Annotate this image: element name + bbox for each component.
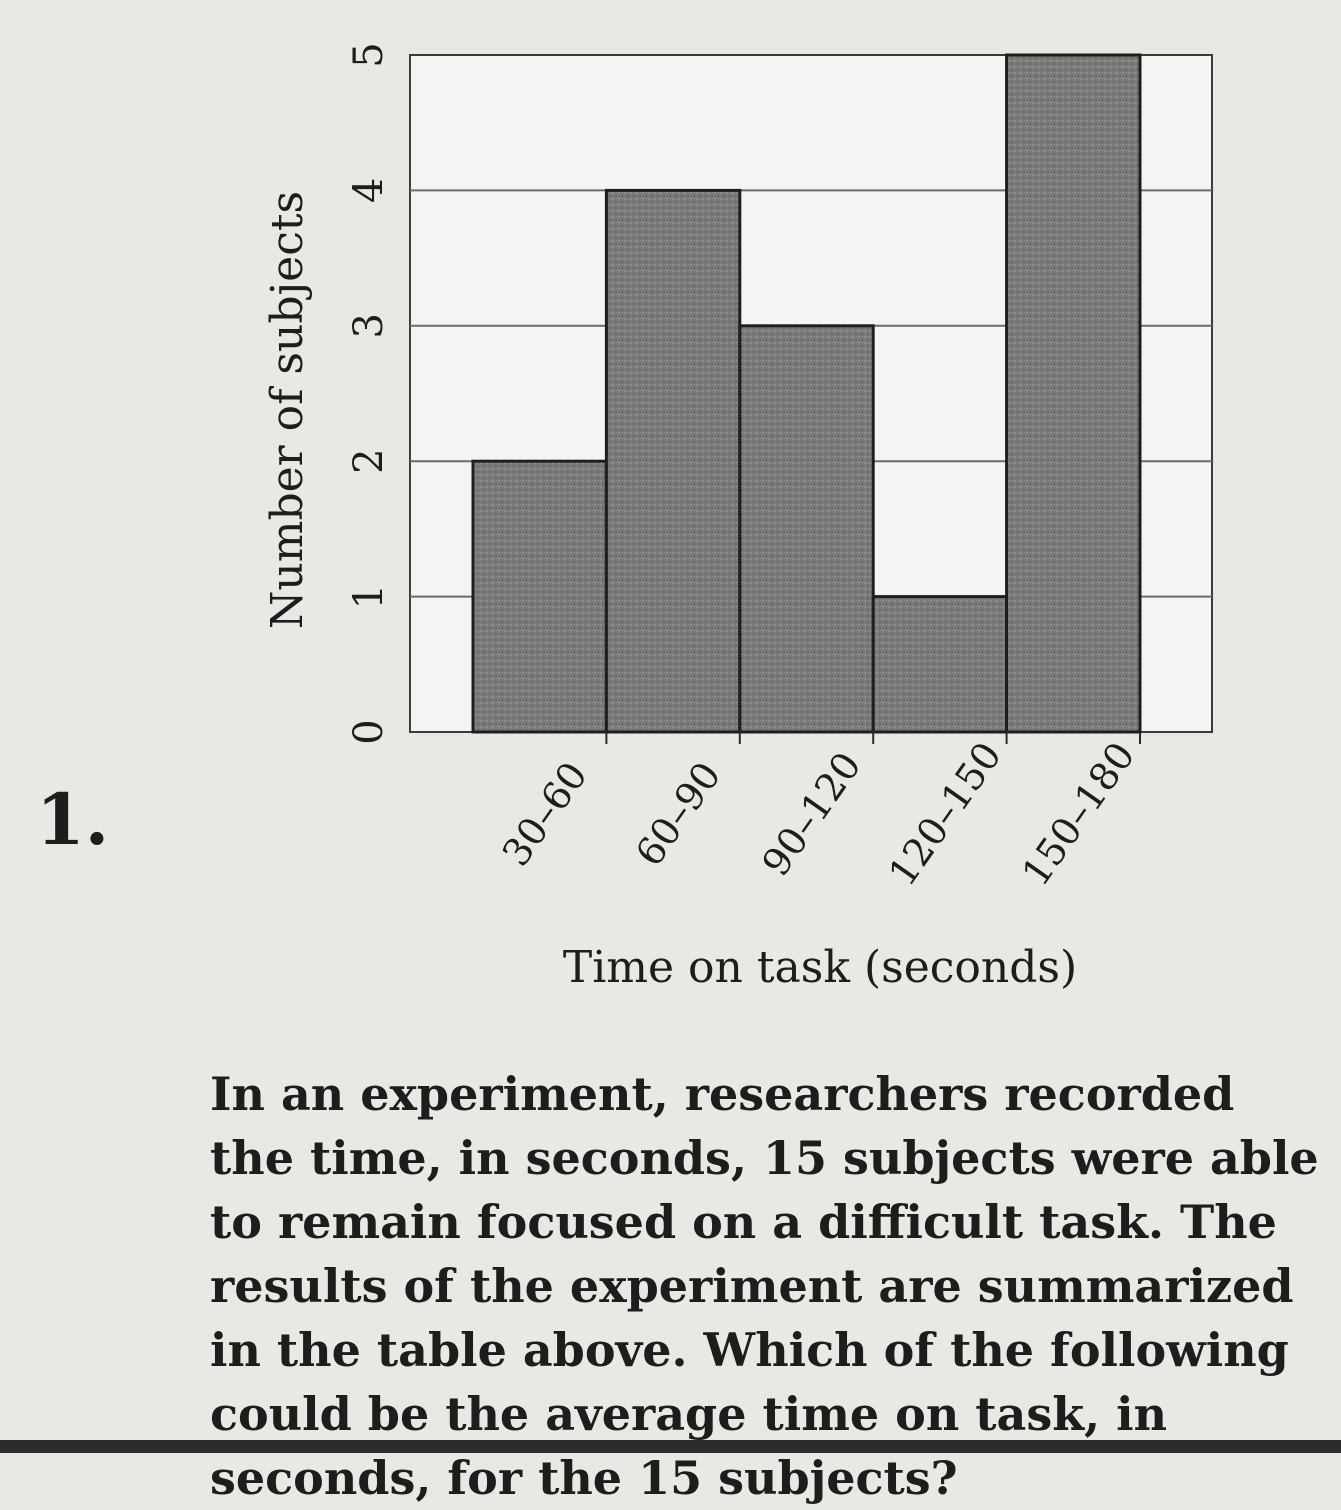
y-tick-label-1: 1 xyxy=(346,584,392,609)
x-axis-title: Time on task (seconds) xyxy=(563,942,1077,993)
bars xyxy=(471,53,1142,734)
x-tick-label-30–60: 30–60 xyxy=(494,754,596,874)
y-tick-label-2: 2 xyxy=(346,448,392,473)
question-number: 1. xyxy=(36,778,110,861)
bar-60–90 xyxy=(604,188,742,734)
x-tick-label-90–120: 90–120 xyxy=(753,744,869,884)
bar-90–120 xyxy=(738,324,875,734)
bar-150–180 xyxy=(1005,53,1142,734)
y-tick-label-3: 3 xyxy=(346,313,392,338)
y-tick-label-0: 0 xyxy=(346,719,392,744)
x-tick-label-150–180: 150–180 xyxy=(1013,734,1143,894)
bar-30–60 xyxy=(471,459,608,734)
y-tick-label-5: 5 xyxy=(346,42,392,67)
bar-120–150 xyxy=(871,595,1009,734)
x-tick-label-120–150: 120–150 xyxy=(880,734,1010,894)
y-axis-title: Number of subjects xyxy=(262,191,313,629)
x-tick-label-60–90: 60–90 xyxy=(627,754,729,874)
y-tick-label-4: 4 xyxy=(346,178,392,203)
histogram-chart: 0 1 2 3 4 5 30–60 60–90 90–120 120–150 150–180 Num… xyxy=(262,42,1213,993)
screen-bottom-edge xyxy=(0,1440,1341,1453)
